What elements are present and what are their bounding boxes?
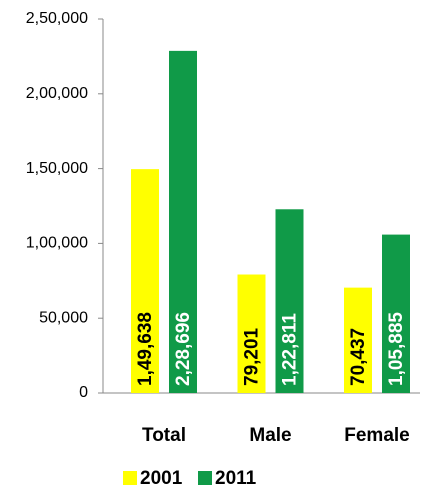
legend-label: 2011 (215, 468, 257, 489)
x-tick-label: Female (344, 425, 409, 446)
bar (131, 169, 159, 393)
y-tick-label: 50,000 (39, 309, 88, 326)
bar (275, 209, 304, 393)
x-tick-label: Total (142, 425, 186, 446)
bar (382, 234, 410, 393)
value-label: 70,437 (348, 328, 369, 386)
legend-swatch (123, 471, 137, 485)
value-label: 1,05,885 (386, 312, 407, 386)
x-tick-label: Male (249, 425, 291, 446)
bar (169, 50, 197, 393)
legend-swatch (198, 471, 212, 485)
value-label: 79,201 (242, 327, 263, 386)
value-label: 2,28,696 (173, 312, 194, 386)
legend-label: 2001 (140, 468, 183, 489)
y-tick-label: 2,00,000 (26, 85, 88, 102)
bar (237, 274, 266, 393)
y-tick-label: 2,50,000 (26, 10, 88, 27)
value-label: 1,49,638 (135, 312, 156, 386)
bar (344, 287, 372, 393)
y-tick-label: 1,00,000 (26, 235, 88, 252)
y-tick-label: 1,50,000 (26, 160, 88, 177)
y-tick-label: 0 (79, 384, 88, 401)
value-label: 1,22,811 (280, 313, 301, 386)
